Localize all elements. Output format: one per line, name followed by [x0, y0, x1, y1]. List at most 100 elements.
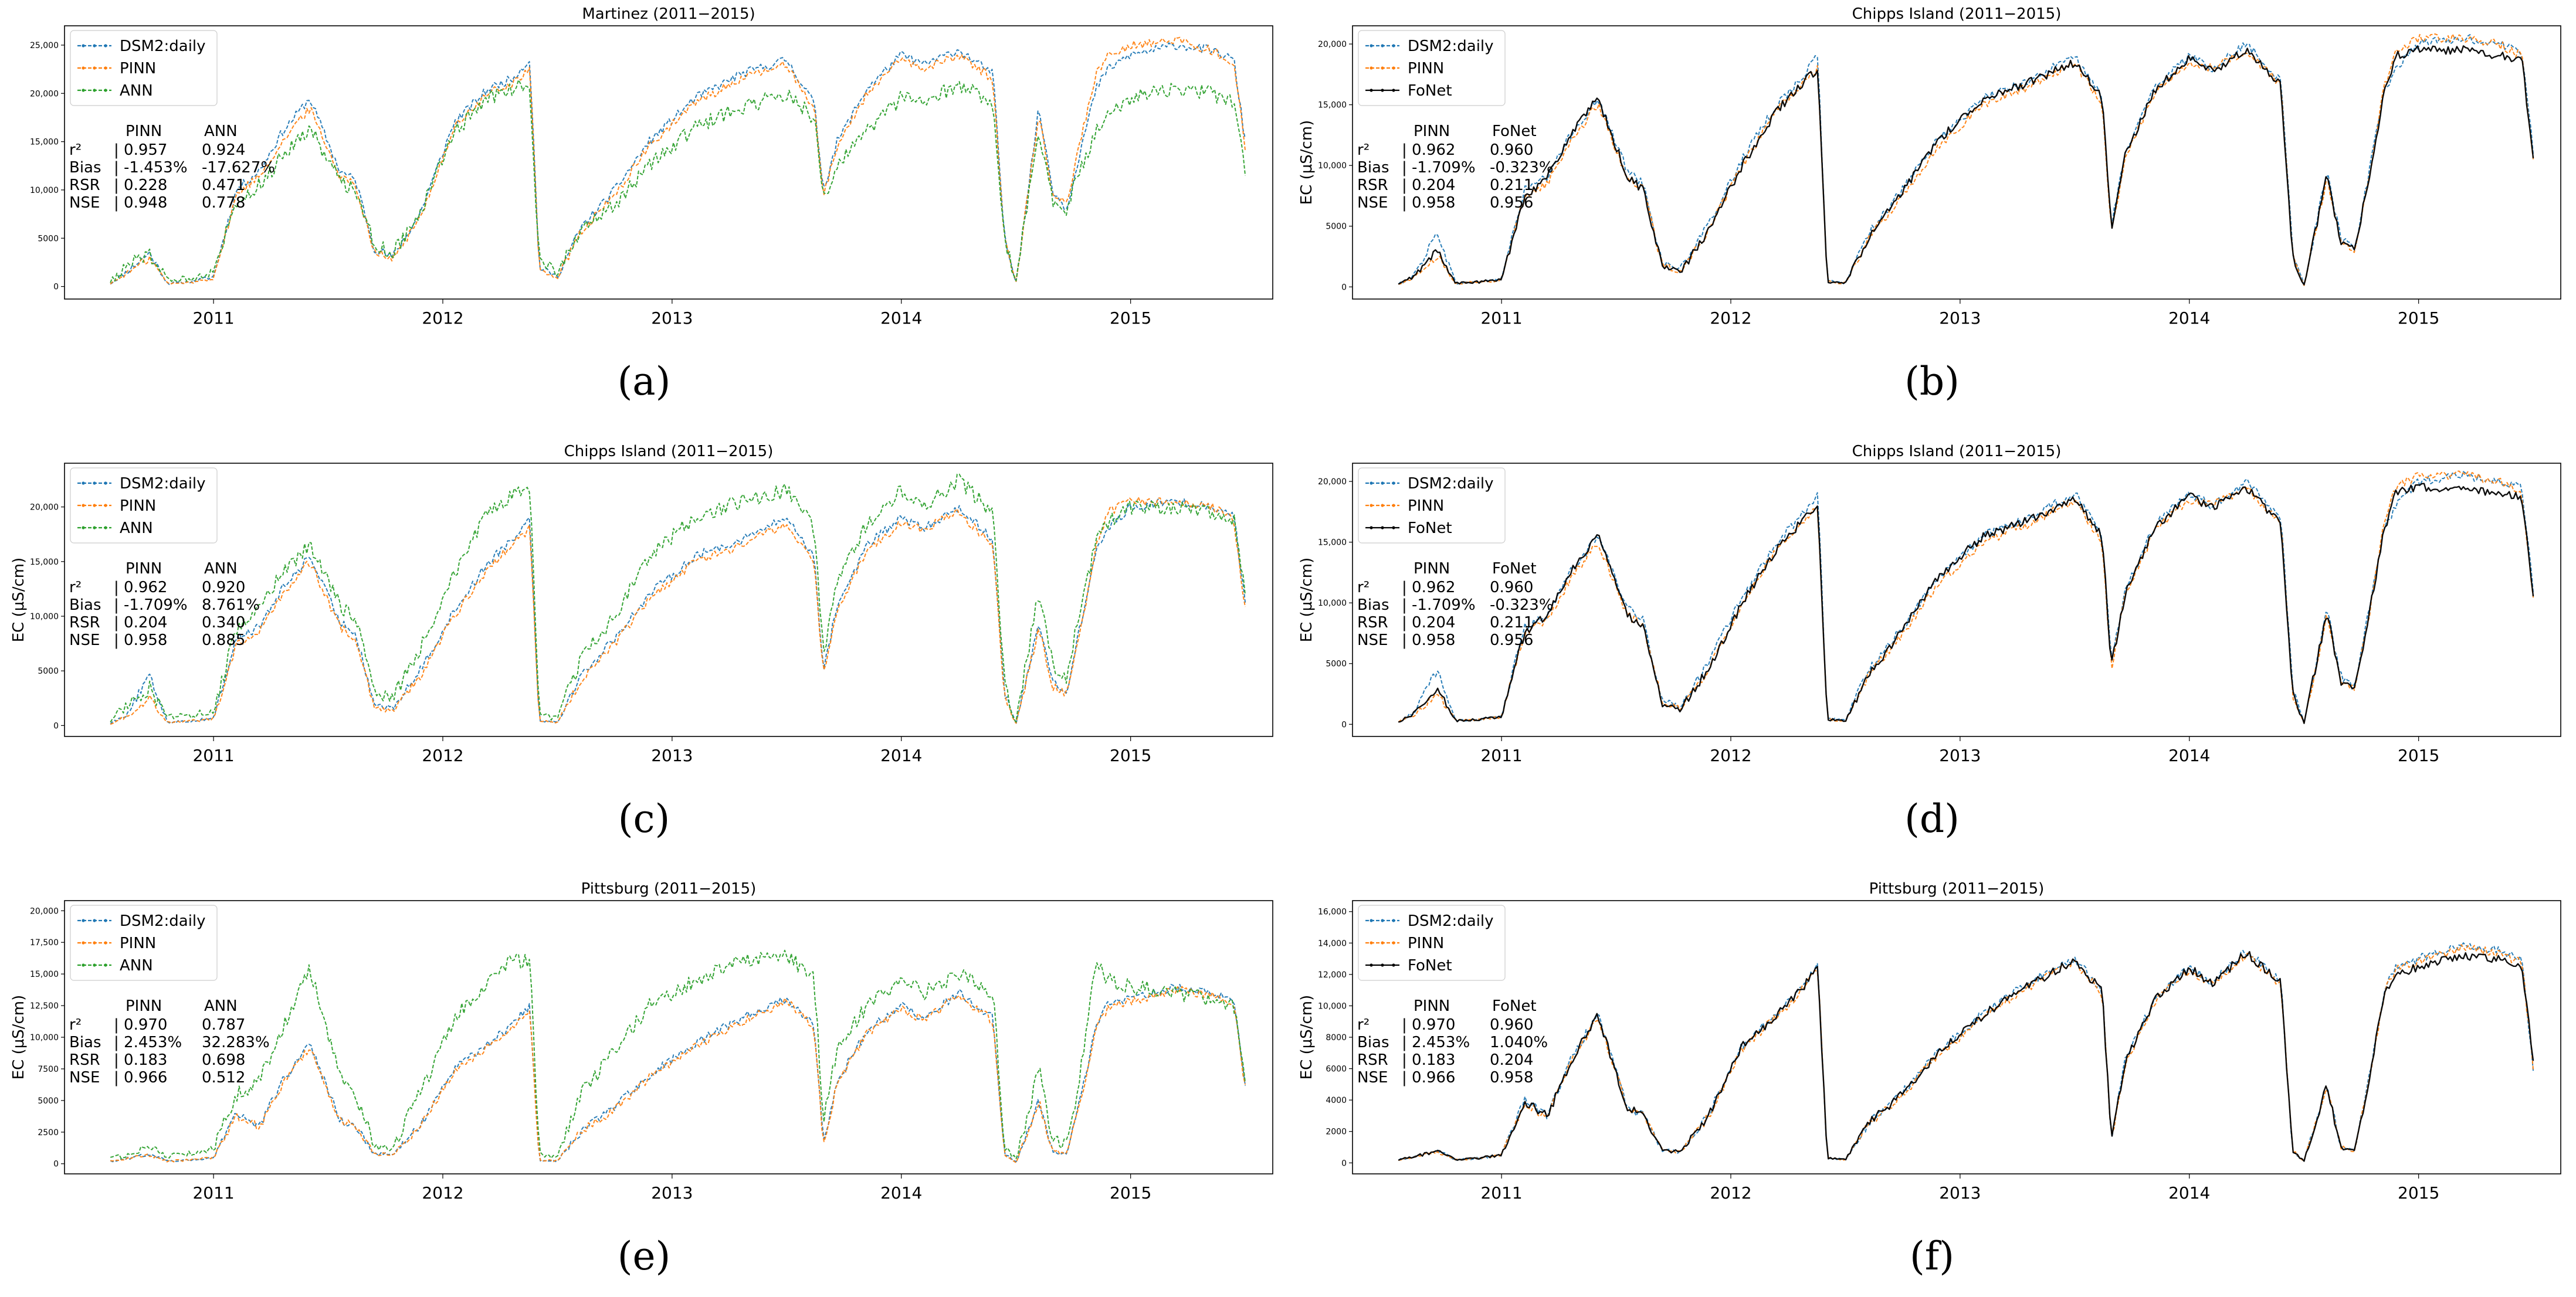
y-tick-label: 15,000	[1318, 101, 1347, 110]
chart-svg: Pittsburg (2011−2015) 0 2500 5000 7500 10,000…	[10, 880, 1273, 1203]
legend-box	[1358, 905, 1506, 981]
legend-box	[70, 905, 218, 981]
x-tick-label: 2015	[1110, 746, 1151, 765]
stats-cell: 0.960	[1490, 141, 1533, 159]
chart-title: Martinez (2011−2015)	[582, 5, 755, 23]
legend-label: PINN	[120, 497, 156, 515]
y-tick-label: 17,500	[30, 938, 59, 948]
legend-label: PINN	[1408, 497, 1444, 515]
series-line-pinn	[110, 496, 1246, 725]
series-line-pinn	[110, 36, 1246, 285]
stats-header: ANN	[204, 997, 238, 1015]
panel-caption: (c)	[618, 796, 670, 841]
legend-label: PINN	[1408, 60, 1444, 77]
y-tick-label: 15,000	[30, 558, 59, 567]
legend-marker	[1392, 44, 1395, 47]
legend-box	[1358, 467, 1506, 544]
panel-caption: (a)	[617, 359, 671, 404]
stats-cell: | -1.709%	[114, 596, 188, 614]
legend-marker	[93, 526, 96, 529]
legend-marker	[1381, 89, 1384, 92]
axes-frame	[1352, 463, 2561, 737]
chart-title: Chipps Island (2011−2015)	[1852, 443, 2062, 460]
legend-label: DSM2:daily	[120, 475, 206, 493]
legend-marker	[104, 941, 107, 945]
stats-cell: 0.778	[202, 194, 245, 212]
panel-caption: (b)	[1904, 359, 1960, 404]
x-tick-label: 2012	[1710, 746, 1751, 765]
legend-marker	[1392, 89, 1395, 92]
y-tick-label: 10,000	[30, 612, 59, 622]
stats-cell: RSR	[1357, 176, 1388, 194]
stats-cell: | 0.183	[114, 1051, 167, 1069]
legend-label: FoNet	[1408, 957, 1452, 975]
stats-cell: | 2.453%	[1402, 1034, 1470, 1051]
x-tick-label: 2014	[2168, 746, 2210, 765]
chart-title: Chipps Island (2011−2015)	[564, 443, 774, 460]
stats-cell: | 0.970	[114, 1016, 167, 1034]
series-line-dsm2-daily	[1398, 34, 2534, 286]
chart-panel-c: Chipps Island (2011−2015) 0 5000 10,000 15,0…	[0, 437, 1288, 860]
stats-cell: r²	[1357, 1016, 1370, 1034]
chart-panel-f: Pittsburg (2011−2015) 0 2000 4000 6000 8000 10…	[1288, 875, 2576, 1297]
stats-cell: Bias	[69, 159, 101, 176]
stats-cell: 0.956	[1490, 631, 1533, 649]
stats-cell: 0.956	[1490, 194, 1533, 212]
y-tick-label: 7500	[38, 1065, 59, 1074]
y-tick-label: 15,000	[30, 138, 59, 147]
stats-cell: | 0.966	[114, 1069, 167, 1087]
stats-header: PINN	[126, 997, 162, 1015]
legend-marker	[1392, 481, 1395, 485]
legend-marker	[1392, 941, 1395, 945]
x-tick-label: 2011	[1480, 746, 1522, 765]
series-line-pinn	[1398, 470, 2534, 724]
legend-label: DSM2:daily	[1408, 475, 1494, 493]
legend-marker	[1370, 44, 1373, 47]
y-tick-label: 5000	[38, 1096, 59, 1106]
y-axis-label: EC (μS/cm)	[10, 558, 28, 643]
stats-cell: NSE	[69, 1069, 100, 1087]
legend-marker	[93, 919, 96, 922]
legend-box	[70, 467, 218, 544]
stats-cell: | 0.204	[1402, 614, 1455, 631]
legend-label: PINN	[120, 935, 156, 952]
stats-cell: Bias	[1357, 596, 1389, 614]
stats-cell: 0.960	[1490, 1016, 1533, 1034]
legend-label: FoNet	[1408, 82, 1452, 100]
legend-label: DSM2:daily	[120, 38, 206, 55]
y-axis-label: EC (μS/cm)	[1298, 558, 1316, 643]
stats-cell: 32.283%	[202, 1034, 270, 1051]
y-tick-label: 10,000	[1318, 599, 1347, 608]
series-line-pinn	[110, 986, 1246, 1163]
chart-svg: Martinez (2011−2015) 0 5000 10,000 15,000 20,…	[30, 5, 1273, 328]
stats-cell: r²	[69, 1016, 82, 1034]
stats-cell: | 0.204	[1402, 176, 1455, 194]
series-line-dsm2-daily	[110, 42, 1246, 286]
stats-cell: | 0.966	[1402, 1069, 1455, 1087]
y-tick-label: 20,000	[1318, 40, 1347, 49]
legend-marker	[1370, 89, 1373, 92]
y-tick-label: 15,000	[1318, 538, 1347, 548]
stats-cell: r²	[1357, 141, 1370, 159]
stats-cell: NSE	[69, 631, 100, 649]
y-tick-label: 10,000	[1318, 1001, 1347, 1011]
legend-marker	[104, 44, 107, 47]
x-tick-label: 2012	[422, 1183, 463, 1203]
panel-caption: (e)	[617, 1234, 671, 1279]
y-tick-label: 20,000	[1318, 477, 1347, 487]
legend-marker	[93, 963, 96, 967]
y-tick-label: 0	[1341, 720, 1347, 729]
stats-cell: 0.885	[202, 631, 245, 649]
stats-cell: 0.960	[1490, 579, 1533, 596]
legend-marker	[1381, 526, 1384, 529]
legend-marker	[82, 89, 85, 92]
x-tick-label: 2014	[2168, 1183, 2210, 1203]
stats-cell: 0.471	[202, 176, 245, 194]
x-tick-label: 2015	[2398, 1183, 2439, 1203]
stats-cell: | 2.453%	[114, 1034, 182, 1051]
stats-cell: RSR	[69, 176, 100, 194]
x-tick-label: 2012	[1710, 1183, 1751, 1203]
panel-caption: (d)	[1904, 796, 1960, 841]
stats-cell: -0.323%	[1490, 596, 1554, 614]
legend-marker	[93, 481, 96, 485]
